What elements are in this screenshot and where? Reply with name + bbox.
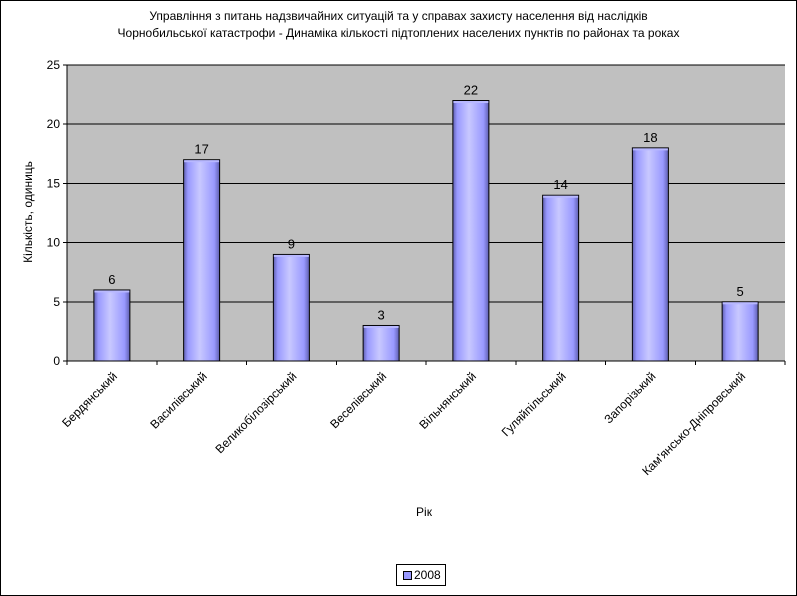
bar-top-face: [632, 148, 668, 151]
plot-area: [67, 65, 785, 361]
y-tick-label: 15: [47, 176, 61, 190]
x-tick-label: Великобілозірський: [213, 369, 300, 456]
bar-top-face: [722, 302, 758, 305]
data-label: 18: [643, 130, 657, 145]
data-label: 17: [194, 142, 208, 157]
chart-title-line-1: Управління з питань надзвичайних ситуаці…: [149, 9, 648, 23]
bar-top-face: [273, 254, 309, 257]
x-tick-label: Бердянський: [59, 369, 120, 430]
bar-top-face: [453, 101, 489, 104]
data-label: 22: [464, 83, 478, 98]
bar: [183, 159, 221, 362]
data-label: 9: [288, 236, 295, 251]
bar: [721, 301, 759, 362]
y-tick-label: 0: [53, 354, 60, 368]
bar: [362, 324, 400, 362]
bar-top-face: [184, 160, 220, 163]
x-tick-label: Вільнянський: [416, 369, 479, 432]
x-tick-label: Кам'янсько-Дніпровський: [639, 369, 748, 478]
bar: [631, 147, 669, 362]
legend-label-2008: 2008: [414, 568, 441, 582]
legend-swatch-2008: [403, 571, 412, 580]
data-label: 3: [378, 307, 385, 322]
bar: [93, 289, 131, 362]
bar-top-face: [94, 290, 130, 293]
bar: [272, 253, 310, 362]
bar-top-face: [543, 195, 579, 198]
chart-title-line-2: Чорнобильської катастрофи - Динаміка кіл…: [117, 26, 680, 40]
bar-top-face: [363, 325, 399, 328]
data-label: 6: [108, 272, 115, 287]
legend: 2008: [396, 564, 446, 586]
data-label: 5: [737, 284, 744, 299]
y-tick-label: 20: [47, 117, 61, 131]
x-tick-label: Василівський: [147, 369, 209, 431]
bar: [542, 194, 580, 362]
x-tick-label: Гуляйпільський: [499, 369, 569, 439]
y-tick-label: 25: [47, 58, 61, 72]
y-axis-title: Кількість, одиниць: [21, 161, 35, 263]
x-tick-label: Веселівський: [327, 369, 389, 431]
x-tick-label: Запорізький: [601, 369, 658, 426]
y-tick-label: 5: [53, 295, 60, 309]
y-tick-label: 10: [47, 236, 61, 250]
x-axis-title: Рік: [416, 505, 432, 519]
data-label: 14: [553, 177, 567, 192]
bar: [452, 100, 490, 362]
